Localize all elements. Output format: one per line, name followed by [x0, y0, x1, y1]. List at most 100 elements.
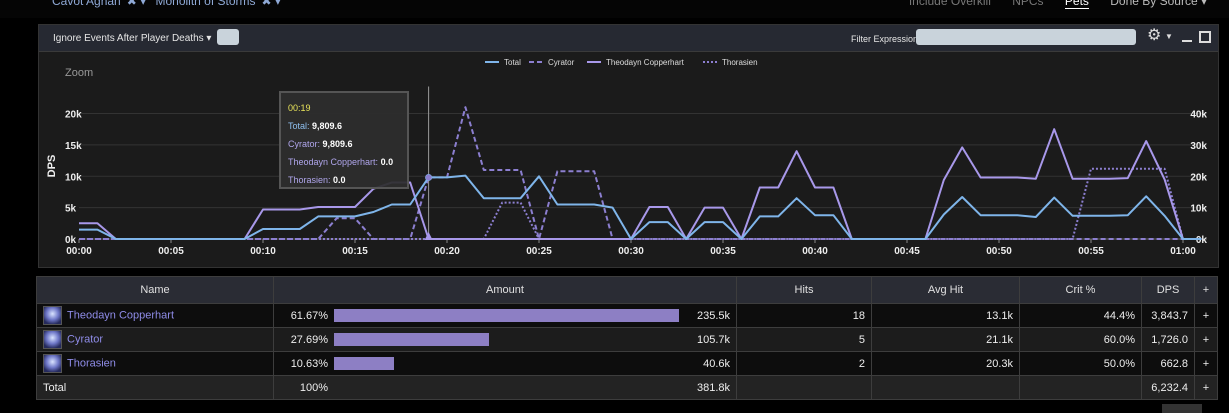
x-tick-label: 00:10 — [250, 246, 276, 257]
column-header-hits[interactable]: Hits — [736, 276, 872, 304]
tooltip-row-cyrator: Cyrator: 9,809.6 — [288, 135, 400, 153]
tooltip-value: 0.0 — [333, 175, 346, 185]
top-filter-encounter[interactable]: Monolith of Storms — [155, 0, 256, 8]
npcs-toggle[interactable]: NPCs — [1012, 0, 1044, 8]
table-row[interactable]: Theodayn Copperhart 61.67% 235.5k 18 13.1… — [36, 303, 1218, 328]
amount-bar — [334, 357, 394, 370]
column-header-name[interactable]: Name — [36, 276, 274, 304]
done-by-source-dropdown[interactable]: Done By Source ▾ — [1110, 0, 1207, 8]
left-tick-label: 15k — [65, 141, 82, 152]
add-column-button[interactable]: + — [1194, 276, 1218, 304]
column-header-dps[interactable]: DPS — [1141, 276, 1195, 304]
gear-icon[interactable]: ⚙ — [1147, 27, 1162, 44]
top-filters-left: Cavot Aghan ✖ ▾ Monolith of Storms ✖ ▾ — [52, 0, 287, 8]
row-hits: 5 — [736, 327, 872, 352]
row-crit: 50.0% — [1019, 351, 1142, 376]
row-name[interactable]: Thorasien — [67, 357, 116, 370]
close-icon[interactable]: ✖ ▾ — [126, 0, 147, 8]
x-tick-label: 00:25 — [526, 246, 552, 257]
row-amount-cell: 10.63% 40.6k — [273, 351, 737, 376]
series-line — [79, 128, 1202, 240]
graph-toolbar: Ignore Events After Player Deaths ▾ Filt… — [39, 25, 1218, 52]
toggle-box[interactable] — [217, 29, 239, 45]
x-tick-label: 00:45 — [894, 246, 920, 257]
scrollbar-thumb[interactable] — [1162, 404, 1202, 413]
total-amount: 381.8k — [696, 381, 730, 394]
tooltip-value: 9,809.6 — [312, 121, 343, 131]
series-line — [79, 106, 1202, 240]
right-axis: 0k 10k 20k 30k 40k — [1190, 110, 1207, 247]
x-tick-label: 00:00 — [66, 246, 92, 257]
done-by-source-label: Done By Source — [1110, 0, 1198, 8]
x-tick-label: 00:35 — [710, 246, 736, 257]
row-name[interactable]: Theodayn Copperhart — [67, 309, 175, 322]
chart-tooltip: 00:19 Total: 9,809.6 Cyrator: 9,809.6 Th… — [279, 91, 409, 189]
row-amount-cell: 27.69% 105.7k — [273, 327, 737, 352]
row-avg-hit: 21.1k — [871, 327, 1020, 352]
top-filter-player[interactable]: Cavot Aghan — [52, 0, 121, 8]
cursor-point — [424, 232, 433, 240]
row-expand-button[interactable]: + — [1194, 327, 1218, 352]
row-dps: 1,726.0 — [1141, 327, 1195, 352]
column-header-crit[interactable]: Crit % — [1019, 276, 1142, 304]
tooltip-row-thorasien: Thorasien: 0.0 — [288, 171, 400, 189]
right-tick-label: 10k — [1190, 204, 1207, 215]
total-avg-hit — [871, 375, 1020, 400]
total-amount-cell: 100% 381.8k — [273, 375, 737, 400]
ignore-events-dropdown[interactable]: Ignore Events After Player Deaths ▾ — [53, 33, 212, 44]
row-avg-hit: 13.1k — [871, 303, 1020, 328]
include-overkill-toggle[interactable]: Include Overkill — [908, 0, 991, 8]
total-expand-button[interactable]: + — [1194, 375, 1218, 400]
filter-expression-input[interactable] — [916, 29, 1136, 45]
legend-label: Total — [504, 58, 521, 67]
row-crit: 60.0% — [1019, 327, 1142, 352]
filter-expression-label: Filter Expression: — [851, 34, 921, 44]
cursor-point — [425, 174, 432, 181]
x-tick-label: 00:20 — [434, 246, 460, 257]
tooltip-label: Cyrator: — [288, 139, 321, 149]
x-tick-label: 00:40 — [802, 246, 828, 257]
pet-portrait-icon — [43, 306, 62, 325]
row-avg-hit: 20.3k — [871, 351, 1020, 376]
chart-legend: Total Cyrator Theodayn Copperhart Thorasien — [485, 58, 758, 67]
left-tick-label: 10k — [65, 172, 82, 183]
tooltip-time: 00:19 — [288, 103, 311, 113]
row-name-cell[interactable]: Theodayn Copperhart — [36, 303, 274, 328]
left-tick-label: 5k — [65, 204, 77, 215]
gridlines — [79, 113, 1207, 240]
pets-toggle[interactable]: Pets — [1064, 0, 1089, 9]
tooltip-label: Total: — [288, 121, 310, 131]
close-icon[interactable]: ✖ ▾ — [261, 0, 281, 8]
row-dps: 662.8 — [1141, 351, 1195, 376]
zoom-label[interactable]: Zoom — [65, 67, 93, 79]
dps-chart[interactable]: Total Cyrator Theodayn Copperhart Thorasien… — [39, 52, 1218, 267]
tooltip-row-total: Total: 9,809.6 — [288, 117, 400, 135]
x-tick-label: 00:50 — [986, 246, 1012, 257]
series-line — [79, 174, 1202, 240]
row-name[interactable]: Cyrator — [67, 333, 104, 346]
right-tick-label: 30k — [1190, 141, 1207, 152]
minimize-icon[interactable] — [1182, 40, 1192, 42]
graph-panel: Ignore Events After Player Deaths ▾ Filt… — [38, 24, 1219, 268]
damage-table: Name Amount Hits Avg Hit Crit % DPS + Th… — [36, 276, 1218, 400]
row-expand-button[interactable]: + — [1194, 303, 1218, 328]
row-name-cell[interactable]: Cyrator — [36, 327, 274, 352]
table-row[interactable]: Thorasien 10.63% 40.6k 2 20.3k 50.0% 662.… — [36, 351, 1218, 376]
pet-portrait-icon — [43, 354, 62, 373]
top-bar: Cavot Aghan ✖ ▾ Monolith of Storms ✖ ▾ Inc… — [0, 0, 1229, 18]
chevron-down-icon[interactable]: ▼ — [1165, 32, 1173, 41]
row-amount: 235.5k — [696, 309, 730, 322]
row-name-cell[interactable]: Thorasien — [36, 351, 274, 376]
column-header-avg-hit[interactable]: Avg Hit — [871, 276, 1020, 304]
total-label: Total — [36, 375, 274, 400]
row-percent: 10.63% — [290, 357, 328, 370]
x-tick-label: 01:00 — [1170, 246, 1196, 257]
maximize-icon[interactable] — [1199, 31, 1211, 43]
amount-bar — [334, 309, 679, 322]
table-row[interactable]: Cyrator 27.69% 105.7k 5 21.1k 60.0% 1,726… — [36, 327, 1218, 352]
row-hits: 2 — [736, 351, 872, 376]
row-percent: 61.67% — [290, 309, 328, 322]
tooltip-label: Thorasien: — [288, 175, 331, 185]
row-expand-button[interactable]: + — [1194, 351, 1218, 376]
column-header-amount[interactable]: Amount — [273, 276, 737, 304]
